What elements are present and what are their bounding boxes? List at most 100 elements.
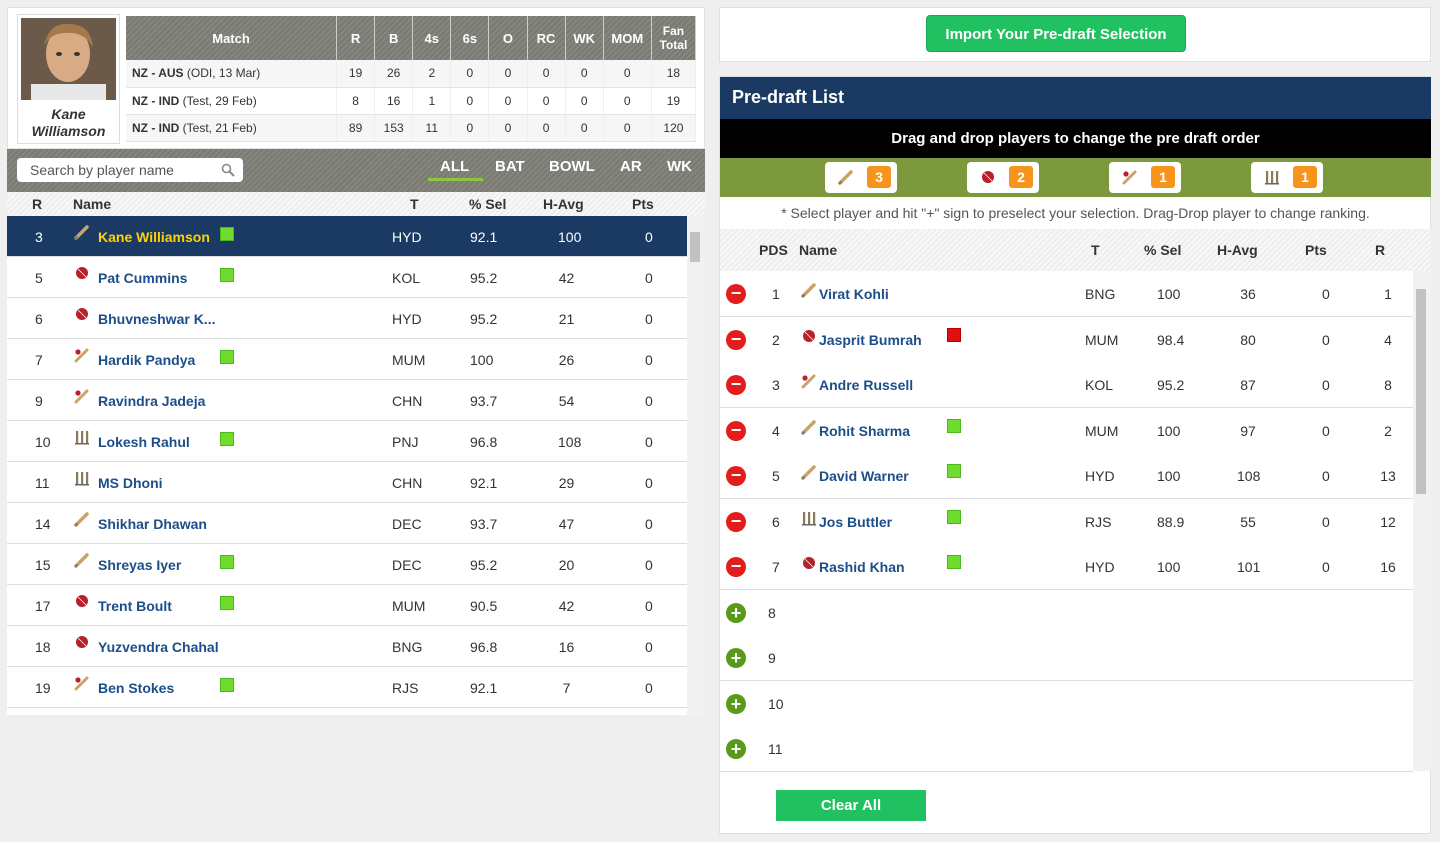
tab-bat[interactable]: BAT bbox=[495, 158, 525, 175]
col-team[interactable]: T bbox=[1091, 242, 1100, 258]
player-team: PNJ bbox=[392, 434, 419, 450]
col-team[interactable]: T bbox=[410, 196, 419, 212]
col-rank[interactable]: R bbox=[1375, 242, 1386, 258]
player-name[interactable]: Pat Cummins bbox=[98, 270, 188, 286]
player-row[interactable]: 18 Yuzvendra Chahal BNG 96.8 16 0 bbox=[7, 626, 687, 667]
predraft-row[interactable]: − 5 David Warner HYD 100 108 0 13 bbox=[720, 453, 1413, 499]
empty-slot-row[interactable]: +11 bbox=[720, 726, 1413, 772]
predraft-row[interactable]: − 4 Rohit Sharma MUM 100 97 0 2 bbox=[720, 407, 1413, 454]
wicket-icon bbox=[1263, 168, 1281, 186]
remove-icon[interactable]: − bbox=[726, 420, 746, 441]
remove-icon[interactable]: − bbox=[726, 329, 746, 350]
player-name[interactable]: MS Dhoni bbox=[98, 475, 163, 491]
remove-icon[interactable]: − bbox=[726, 511, 746, 532]
search-input[interactable]: Search by player name bbox=[17, 158, 243, 182]
player-name[interactable]: Yuzvendra Chahal bbox=[98, 639, 219, 655]
player-name[interactable]: David Warner bbox=[819, 468, 909, 484]
player-name[interactable]: Andre Russell bbox=[819, 377, 914, 393]
player-pts: 0 bbox=[645, 434, 653, 450]
bat-icon bbox=[800, 463, 818, 481]
stat-mom: 0 bbox=[603, 87, 652, 115]
col-rank[interactable]: R bbox=[32, 196, 43, 212]
player-row[interactable]: 3 Kane Williamson HYD 92.1 100 0 bbox=[7, 216, 687, 257]
player-name[interactable]: Hardik Pandya bbox=[98, 352, 196, 368]
player-name[interactable]: Shikhar Dhawan bbox=[98, 516, 207, 532]
player-row[interactable]: 11 MS Dhoni CHN 92.1 29 0 bbox=[7, 462, 687, 503]
col-name[interactable]: Name bbox=[799, 242, 838, 258]
tab-bowl[interactable]: BOWL bbox=[549, 158, 595, 175]
remove-icon[interactable]: − bbox=[726, 466, 746, 486]
empty-slot-row[interactable]: +9 bbox=[720, 635, 1413, 681]
tab-all[interactable]: ALL bbox=[440, 158, 470, 175]
col-havg[interactable]: H-Avg bbox=[1217, 242, 1258, 258]
stat-fours: 11 bbox=[412, 114, 452, 142]
col-havg[interactable]: H-Avg bbox=[543, 196, 584, 212]
player-row[interactable]: 6 Bhuvneshwar K... HYD 95.2 21 0 bbox=[7, 298, 687, 339]
player-name[interactable]: Jasprit Bumrah bbox=[819, 331, 922, 348]
player-rank: 15 bbox=[35, 557, 51, 573]
player-name[interactable]: Rohit Sharma bbox=[819, 422, 911, 439]
predraft-row[interactable]: − 3 Andre Russell KOL 95.2 87 0 8 bbox=[720, 362, 1413, 408]
player-first-name: Kane bbox=[51, 106, 86, 122]
player-team: MUM bbox=[1085, 331, 1119, 348]
predraft-row[interactable]: − 7 Rashid Khan HYD 100 101 0 16 bbox=[720, 544, 1413, 590]
tab-wk[interactable]: WK bbox=[667, 158, 692, 175]
player-row[interactable]: 19 Ben Stokes RJS 92.1 7 0 bbox=[7, 667, 687, 708]
add-icon[interactable]: + bbox=[726, 739, 746, 759]
player-list-header: R Name T % Sel H-Avg Pts bbox=[7, 192, 705, 216]
player-name[interactable]: Shreyas Iyer bbox=[98, 557, 182, 573]
empty-slot-row[interactable]: +8 bbox=[720, 589, 1413, 636]
player-row[interactable]: 14 Shikhar Dhawan DEC 93.7 47 0 bbox=[7, 503, 687, 544]
player-row[interactable]: 7 Hardik Pandya MUM 100 26 0 bbox=[7, 339, 687, 380]
player-name[interactable]: Virat Kohli bbox=[819, 286, 889, 302]
col-pds[interactable]: PDS bbox=[759, 242, 788, 258]
player-row[interactable]: 17 Trent Boult MUM 90.5 42 0 bbox=[7, 585, 687, 626]
import-predraft-button[interactable]: Import Your Pre-draft Selection bbox=[926, 15, 1186, 52]
player-name[interactable]: Lokesh Rahul bbox=[98, 434, 190, 450]
pds-rank: 4 bbox=[772, 422, 780, 439]
predraft-row[interactable]: − 1 Virat Kohli BNG 100 36 0 1 bbox=[720, 271, 1413, 317]
remove-icon[interactable]: − bbox=[726, 375, 746, 395]
player-name[interactable]: Bhuvneshwar K... bbox=[98, 311, 216, 327]
col-sel[interactable]: % Sel bbox=[1144, 242, 1182, 258]
add-icon[interactable]: + bbox=[726, 602, 746, 623]
col-pts[interactable]: Pts bbox=[632, 196, 654, 212]
player-name[interactable]: Jos Buttler bbox=[819, 513, 893, 530]
remove-icon[interactable]: − bbox=[726, 557, 746, 577]
player-name[interactable]: Kane Williamson bbox=[98, 229, 210, 245]
empty-slot-row[interactable]: +10 bbox=[720, 680, 1413, 727]
player-row[interactable]: 9 Ravindra Jadeja CHN 93.7 54 0 bbox=[7, 380, 687, 421]
player-name[interactable]: Ravindra Jadeja bbox=[98, 393, 206, 409]
ball-icon bbox=[73, 305, 91, 323]
col-name[interactable]: Name bbox=[73, 196, 112, 212]
player-name[interactable]: Rashid Khan bbox=[819, 559, 905, 575]
stat-sixes: 0 bbox=[450, 60, 490, 88]
player-profile-card: Kane Williamson Match R B 4s 6s O RC WK MOM Fan T… bbox=[7, 7, 705, 149]
player-sel: 92.1 bbox=[470, 475, 498, 491]
ball-icon bbox=[73, 633, 91, 651]
player-row[interactable]: 15 Shreyas Iyer DEC 95.2 20 0 bbox=[7, 544, 687, 585]
player-row[interactable]: 5 Pat Cummins KOL 95.2 42 0 bbox=[7, 257, 687, 298]
player-pts: 0 bbox=[645, 516, 653, 532]
col-sel[interactable]: % Sel bbox=[469, 196, 507, 212]
player-name[interactable]: Ben Stokes bbox=[98, 680, 175, 696]
player-list-scrollbar[interactable] bbox=[687, 216, 705, 715]
add-icon[interactable]: + bbox=[726, 648, 746, 668]
remove-icon[interactable]: − bbox=[726, 284, 746, 304]
player-rank: 17 bbox=[35, 598, 51, 614]
predraft-row[interactable]: − 2 Jasprit Bumrah MUM 98.4 80 0 4 bbox=[720, 316, 1413, 363]
search-icon[interactable] bbox=[221, 163, 235, 177]
predraft-row[interactable]: − 6 Jos Buttler RJS 88.9 55 0 12 bbox=[720, 498, 1413, 545]
clear-all-button[interactable]: Clear All bbox=[776, 790, 926, 821]
player-pts: 0 bbox=[645, 352, 653, 368]
player-list-scroll-thumb[interactable] bbox=[690, 232, 700, 262]
player-sel: 96.8 bbox=[470, 639, 498, 655]
player-row[interactable]: 10 Lokesh Rahul PNJ 96.8 108 0 bbox=[7, 421, 687, 462]
count-badge: 1 bbox=[1293, 166, 1317, 188]
col-pts[interactable]: Pts bbox=[1305, 242, 1327, 258]
predraft-scroll-thumb[interactable] bbox=[1416, 289, 1426, 494]
tab-ar[interactable]: AR bbox=[620, 158, 642, 175]
player-rank: 14 bbox=[35, 516, 51, 532]
player-name[interactable]: Trent Boult bbox=[98, 598, 172, 614]
add-icon[interactable]: + bbox=[726, 693, 746, 714]
